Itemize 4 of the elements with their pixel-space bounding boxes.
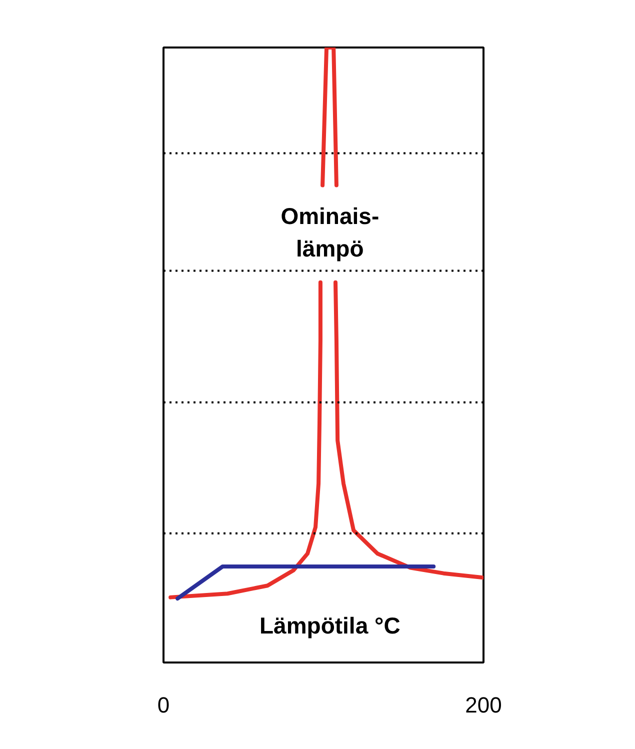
x-tick-label: 200 [465,692,502,718]
x-tick-label: 0 [157,692,170,718]
series-label: Ominais- lämpö [280,202,380,262]
x-axis-title: Lämpötila °C [259,612,400,639]
